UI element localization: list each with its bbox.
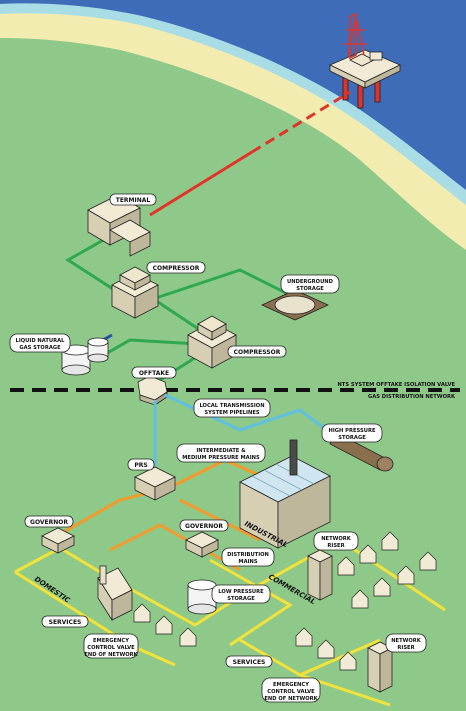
compressor-2-label: COMPRESSOR [234, 349, 281, 356]
governor-1-building [41, 527, 75, 554]
underground-label-1: UNDERGROUND [287, 279, 334, 285]
lng-label-2: GAS STORAGE [19, 345, 61, 351]
prs-building [134, 466, 176, 501]
low-pressure-storage-tank [187, 579, 217, 615]
services-1-label: SERVICES [49, 619, 82, 626]
offshore-platform [329, 12, 401, 109]
ecv-1-label-3: END OF NETWORK [84, 652, 138, 658]
offshore-pipeline-dashed [251, 90, 351, 154]
house [133, 603, 151, 623]
distribution-label-1: DISTRIBUTION [227, 552, 269, 558]
house [419, 551, 437, 571]
house [337, 556, 355, 576]
house [155, 615, 173, 635]
house [381, 531, 399, 551]
offtake-station [137, 375, 168, 406]
house [373, 577, 391, 597]
gas-network-label: GAS DISTRIBUTION NETWORK [368, 394, 456, 400]
compressor-1-building [111, 266, 159, 319]
network-riser-2-label-1: NETWORK [391, 638, 422, 644]
high-pressure-label-1: HIGH PRESSURE [328, 428, 375, 434]
services-2-label: SERVICES [233, 659, 266, 666]
underground-storage [261, 289, 329, 321]
house [339, 651, 357, 671]
low-pressure-label-2: STORAGE [227, 596, 255, 602]
ecv-1-label-1: EMERGENCY [93, 638, 129, 644]
houses [133, 531, 437, 671]
house [351, 589, 369, 609]
house [359, 544, 377, 564]
house [179, 627, 197, 647]
prs-label: PRS [134, 462, 147, 469]
nts-valve-label: NTS SYSTEM OFFTAKE ISOLATION VALVE [337, 382, 455, 388]
house [295, 627, 313, 647]
house [397, 565, 415, 585]
house [317, 639, 335, 659]
network-riser-1-label-2: RISER [327, 543, 344, 549]
ecv-2-label-1: EMERGENCY [273, 682, 309, 688]
network-riser-1 [307, 549, 333, 601]
offtake-label: OFFTAKE [139, 370, 169, 377]
local-pipelines-label-1: LOCAL TRANSMISSION [199, 403, 264, 409]
governor-2-label: GOVERNOR [185, 523, 223, 530]
distribution-label-2: MAINS [238, 559, 257, 565]
ecv-2-label-3: END OF NETWORK [264, 696, 318, 702]
label-bubbles [9, 193, 427, 703]
compressor-2-building [187, 315, 237, 369]
local-pipelines-label-2: SYSTEM PIPELINES [204, 410, 259, 416]
lng-label-1: LIQUID NATURAL [16, 338, 66, 344]
underground-label-2: STORAGE [296, 286, 324, 292]
mains-label-2: MEDIUM PRESSURE MAINS [182, 455, 260, 461]
terminal-label: TERMINAL [116, 197, 151, 204]
industrial-building [239, 439, 331, 549]
church-building [97, 565, 133, 622]
network-riser-2-label-2: RISER [397, 645, 414, 651]
low-pressure-label-1: LOW PRESSURE [218, 589, 264, 595]
ecv-1-label-2: CONTROL VALVE [87, 645, 135, 651]
offshore-pipeline [149, 150, 253, 217]
lng-storage-tanks [61, 337, 109, 376]
network-riser-2 [367, 641, 393, 693]
governor-1-label: GOVERNOR [30, 519, 68, 526]
network-riser-1-label-1: NETWORK [321, 536, 352, 542]
compressor-1-label: COMPRESSOR [153, 265, 200, 272]
high-pressure-label-2: STORAGE [338, 435, 366, 441]
governor-2-building [185, 531, 219, 558]
ecv-2-label-2: CONTROL VALVE [267, 689, 315, 695]
mains-label-1: INTERMEDIATE & [196, 448, 246, 454]
